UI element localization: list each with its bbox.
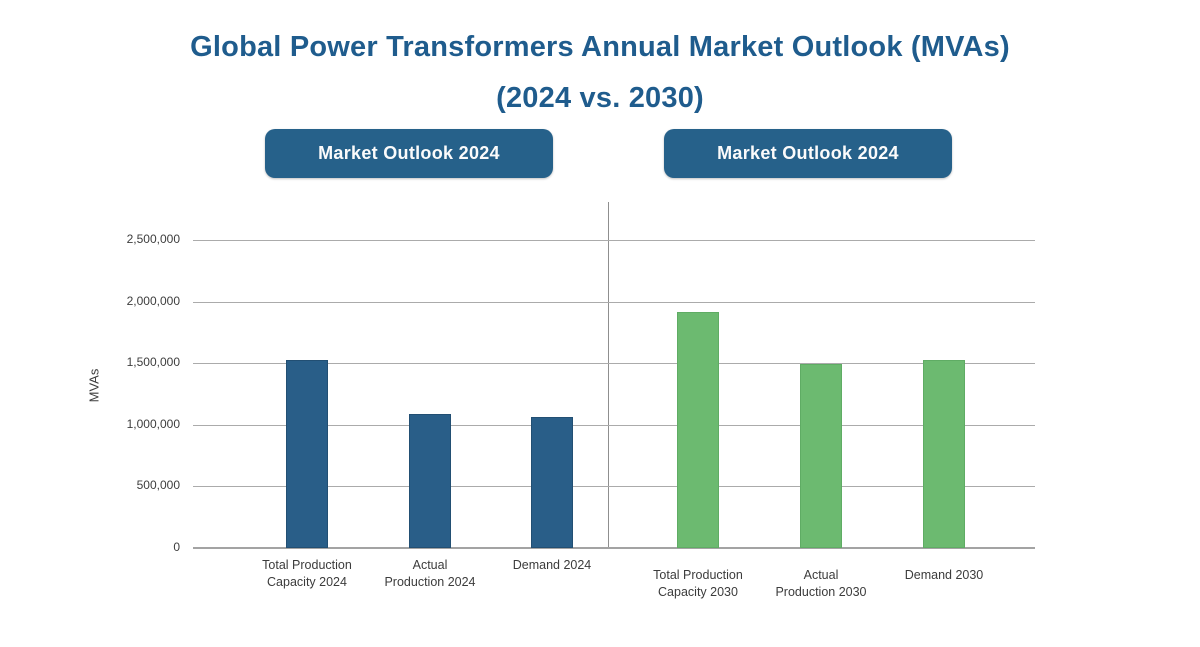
gridline-1500000 [193, 363, 1035, 365]
chart-title-line2: (2024 vs. 2030) [496, 81, 704, 114]
y-axis-tick-label: 500,000 [136, 478, 180, 493]
y-axis-tick-label: 1,500,000 [126, 355, 180, 370]
x-axis-label: Total Production Capacity 2024 [262, 558, 352, 589]
x-axis-label: Actual Production 2030 [775, 568, 867, 599]
bar-demand-2030 [923, 360, 965, 548]
chart-title-line1: Global Power Transformers Annual Market … [190, 31, 1010, 63]
gridline-2000000 [193, 301, 1035, 303]
gridline-1000000 [193, 424, 1035, 426]
y-axis-tick-label: 0 [173, 540, 180, 554]
badge-market-outlook-2030-label: Market Outlook 2024 [717, 143, 899, 163]
y-axis-tick-label: 2,000,000 [126, 293, 180, 308]
gridline-2500000 [193, 240, 1035, 241]
x-axis-label: Demand 2024 [512, 558, 592, 572]
bar-total-production-capacity-2024 [286, 360, 328, 548]
bar-total-production-capacity-2030 [677, 312, 719, 548]
bar-actual-production-2030 [800, 364, 842, 548]
gridline-500000 [193, 486, 1035, 488]
x-axis-label: Demand 2030 [904, 568, 984, 582]
y-axis-tick-label: 2,500,000 [126, 232, 180, 246]
bar-actual-production-2024 [409, 414, 451, 548]
badge-market-outlook-2024: Market Outlook 2024 [265, 129, 553, 178]
x-axis-label: Total Production Capacity 2030 [653, 568, 743, 599]
gridline-0 [193, 547, 1035, 549]
y-axis-tick-label: 1,000,000 [126, 416, 180, 431]
x-axis-label: Actual Production 2024 [384, 558, 476, 589]
group-divider-line [608, 202, 609, 548]
badge-market-outlook-2024-label: Market Outlook 2024 [318, 143, 500, 163]
chart-title: Global Power Transformers Annual Market … [0, 22, 1200, 124]
bar-demand-2024 [531, 417, 573, 548]
badge-market-outlook-2030: Market Outlook 2024 [664, 129, 952, 178]
